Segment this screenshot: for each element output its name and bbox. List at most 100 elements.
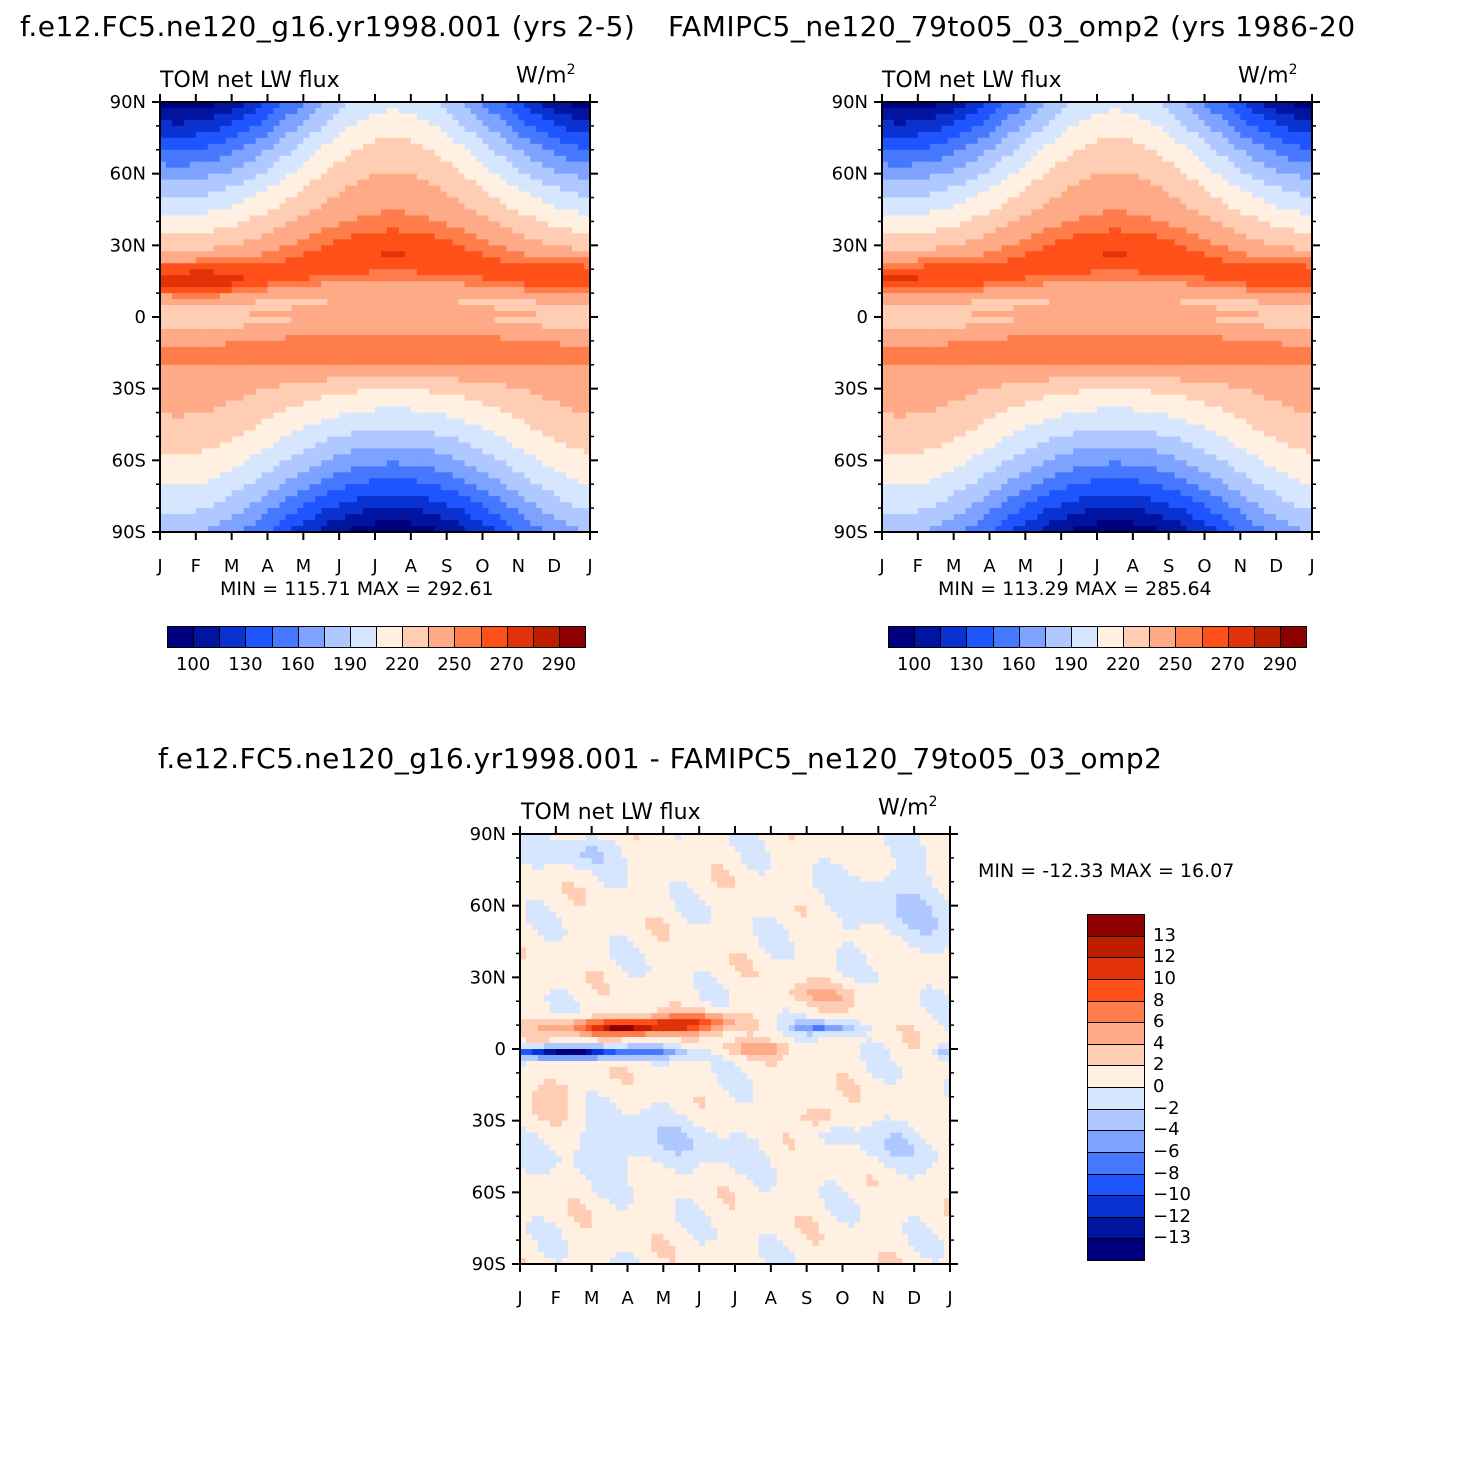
tl-cell [422,520,430,527]
tl-cell [351,185,358,193]
tl-cell [560,322,567,330]
tl-cell [452,442,460,449]
tl-cell [572,179,579,187]
tl-cell [183,502,191,509]
tl-cell [500,245,507,252]
tl-cell [375,400,382,408]
tl-cell [464,334,472,342]
tl-cell [410,221,418,229]
tl-cell [160,352,167,360]
tl-cell [291,197,298,205]
tl-cell [213,466,221,473]
tl-cell [255,496,263,503]
tl-cell [428,239,436,246]
tl-cell [237,131,245,139]
tl-cell [470,436,478,444]
tl-cell [291,508,298,515]
tl-cell [303,167,310,175]
tl-cell [440,257,448,264]
tl-cell [219,448,227,455]
tl-cell [470,311,478,318]
tl-cell [554,245,561,252]
tl-cell [267,299,275,306]
tl-cell [434,149,442,157]
tl-cell [512,520,519,527]
tl-cell [225,137,233,145]
tl-cell [237,340,245,348]
tl-cell [207,448,215,455]
tl-cell [345,346,352,354]
tl-cell [488,263,496,270]
tl-cell [219,131,227,139]
tl-cell [434,520,442,527]
tl-cell [530,430,537,438]
tl-cell [512,388,519,396]
tl-cell [560,149,567,157]
tl-cell [506,191,513,199]
tl-cell [530,311,537,318]
tl-cell [464,257,472,264]
tl-cell [297,496,304,503]
tl-cell [237,197,245,205]
tl-cell [213,137,221,145]
tl-cell [285,436,292,444]
tl-cell [195,370,203,378]
tl-cell [207,382,215,390]
tl-cell [183,454,191,461]
tl-cell [410,388,418,396]
tl-cell [351,460,358,467]
tl-cell [195,251,203,258]
tl-cell [494,346,502,354]
tl-cell [345,245,352,252]
tl-cell [404,484,412,491]
tl-cell [207,203,215,211]
tl-cell [560,102,567,109]
tl-cell [404,454,412,461]
tl-cell [285,185,292,193]
tl-cell [321,328,328,336]
tl-cell [189,490,197,497]
tl-cell [566,257,573,264]
tl-cell [321,424,328,432]
tl-cell [333,179,340,187]
tl-cell [291,400,298,408]
tl-cell [554,412,561,420]
tl-cell [195,245,203,252]
tl-cell [369,287,376,294]
tl-cell [542,466,549,473]
tl-cell [428,191,436,199]
tl-cell [506,203,513,211]
tl-cell [524,382,531,390]
tl-cell [464,167,472,175]
tl-cell [327,113,334,121]
tl-cell [530,179,537,187]
tl-cell [380,406,388,414]
tl-cell [410,352,418,360]
tl-cell [315,322,322,330]
tl-cell [357,299,364,306]
tl-cell [410,340,418,348]
tl-cell [428,526,436,533]
tl-cell [410,394,418,402]
tl-cell [261,143,269,151]
tl-cell [333,328,340,336]
tl-cell [267,221,275,229]
tl-cell [548,442,555,449]
tl-cell [243,334,251,342]
tl-cell [398,466,406,473]
tl-cell [189,394,197,402]
tl-cell [548,364,555,372]
tl-cell [548,215,555,223]
tl-cell [518,185,525,193]
tl-cell [213,203,221,211]
tl-cell [422,526,430,533]
tl-cell [476,245,484,252]
tl-cell [255,352,263,360]
tl-cell [548,269,555,276]
tl-cell [416,490,424,497]
tl-cell [333,281,340,288]
tl-cell [309,514,316,521]
tl-cell [267,334,275,342]
tl-cell [422,113,430,121]
tl-cell [404,340,412,348]
